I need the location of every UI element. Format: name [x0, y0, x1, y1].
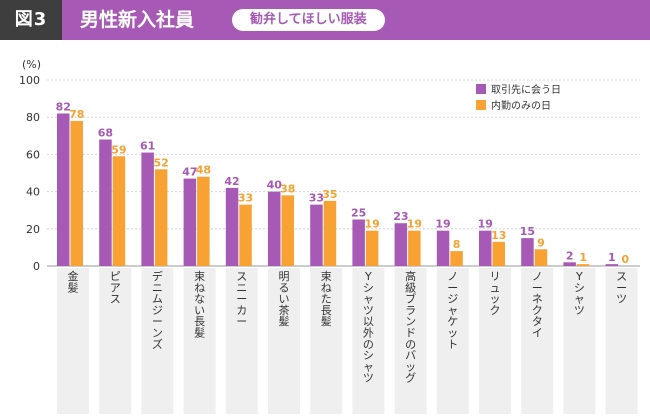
data-label: 1 [608, 251, 616, 264]
y-tick-label: 60 [26, 148, 40, 161]
y-tick-label: 20 [26, 223, 40, 236]
bar [141, 152, 154, 266]
data-label: 78 [69, 108, 84, 121]
bar [521, 238, 534, 266]
y-tick-label: 100 [19, 74, 40, 87]
y-unit-label: (%) [22, 58, 41, 71]
category-label: スニーカー [236, 270, 247, 328]
data-label: 38 [280, 182, 295, 195]
category-label: 明るい茶髪 [279, 270, 290, 328]
bar [563, 262, 576, 266]
data-label: 47 [182, 166, 197, 179]
figure-number-badge: 図3 [0, 0, 62, 40]
category-label: ノージャケット [447, 270, 458, 351]
data-label: 48 [196, 164, 211, 177]
y-tick-label: 80 [26, 111, 40, 124]
legend-swatch [476, 84, 486, 94]
y-tick-label: 40 [26, 186, 40, 199]
bar [436, 230, 450, 266]
category-label: 束ねない長髪 [194, 270, 205, 340]
y-tick-label: 0 [33, 260, 40, 273]
bar [352, 219, 365, 266]
data-label: 1 [579, 251, 587, 264]
legend-label: 取引先に会う日 [491, 83, 561, 96]
data-label: 33 [309, 192, 324, 205]
category-panel [394, 268, 427, 414]
bar [112, 156, 126, 266]
category-label: Y シャツ以外のシャツ [363, 270, 374, 385]
bar [534, 249, 548, 266]
bar [183, 178, 197, 266]
chart-header: 図3 男性新入社員 勧弁してほしい服装 [0, 0, 650, 40]
category-label: デニムジーンズ [152, 269, 163, 351]
bar [99, 139, 112, 266]
category-panel [563, 268, 596, 414]
bar [70, 120, 83, 266]
chart-title: 男性新入社員 [80, 9, 195, 31]
legend-swatch [476, 100, 486, 110]
data-label: 19 [407, 218, 422, 231]
bar [154, 169, 168, 266]
category-panel [183, 268, 216, 414]
category-panel [225, 268, 258, 414]
data-label: 8 [453, 238, 461, 251]
category-panel [479, 268, 511, 414]
category-label: 金髪 [68, 269, 79, 294]
category-panel [605, 268, 638, 414]
category-panel [141, 268, 174, 414]
bar [225, 187, 239, 266]
category-panel [99, 268, 132, 414]
category-panel [57, 268, 89, 414]
bar [197, 176, 210, 266]
data-label: 19 [435, 218, 450, 231]
data-label: 82 [56, 100, 71, 113]
category-panel [268, 268, 300, 414]
data-label: 40 [267, 179, 283, 192]
bar [365, 230, 379, 266]
bar [57, 113, 70, 266]
data-label: 33 [238, 192, 253, 205]
category-label: 束ねた長髪 [321, 270, 332, 328]
category-label: 高級ブランドのバッグ [405, 269, 416, 385]
data-label: 2 [566, 249, 574, 262]
bar [605, 264, 619, 266]
bar [479, 230, 492, 266]
category-label: スーツ [616, 270, 627, 306]
bar [281, 195, 294, 266]
data-label: 13 [491, 229, 506, 242]
data-label: 19 [478, 218, 493, 231]
bar [268, 191, 281, 266]
category-label: ノーネクタイ [532, 270, 543, 340]
data-label: 68 [98, 127, 113, 140]
data-label: 52 [153, 156, 168, 169]
data-label: 35 [322, 188, 337, 201]
category-panel [310, 268, 343, 414]
bar [450, 251, 463, 266]
bar [239, 204, 252, 266]
data-label: 59 [111, 143, 126, 156]
category-panel [436, 268, 469, 414]
data-label: 25 [351, 207, 366, 220]
bar [394, 223, 408, 266]
data-label: 15 [520, 225, 535, 238]
bar [576, 264, 590, 266]
data-label: 42 [224, 175, 239, 188]
category-panel [521, 268, 554, 414]
category-label: Y シャツ [574, 270, 585, 317]
bar [492, 241, 505, 266]
category-label: リュック [490, 270, 501, 317]
data-label: 0 [622, 253, 630, 266]
data-label: 9 [537, 236, 545, 249]
category-label: ピアス [110, 270, 121, 306]
bar [310, 204, 323, 266]
chart-subtitle: 勧弁してほしい服装 [232, 9, 385, 31]
category-panel [352, 268, 385, 414]
data-label: 23 [393, 210, 408, 223]
bar [323, 200, 337, 266]
data-label: 61 [140, 140, 155, 153]
data-label: 19 [364, 218, 379, 231]
bar [408, 230, 421, 266]
legend-label: 内勤のみの日 [491, 99, 551, 112]
